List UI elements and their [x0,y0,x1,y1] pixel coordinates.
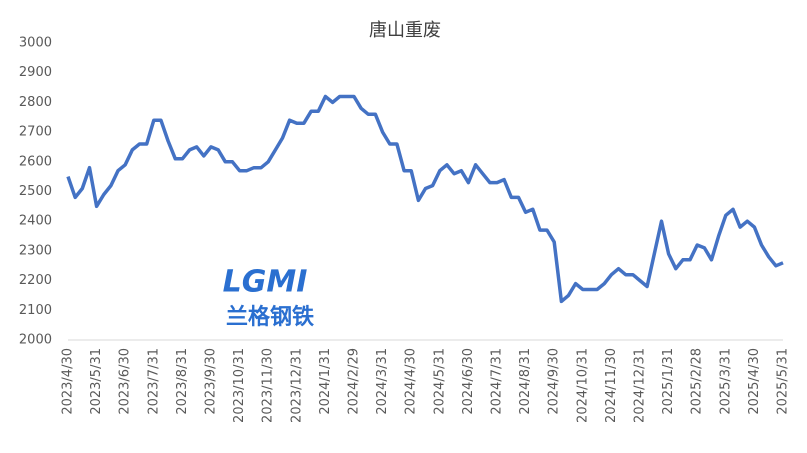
x-tick-label: 2023/7/31 [146,348,161,415]
x-tick-label: 2024/10/31 [575,348,590,423]
x-tick-label: 2024/6/30 [461,348,476,415]
x-tick-label: 2023/8/31 [175,348,190,415]
chart-title: 唐山重废 [369,20,441,41]
y-tick-label: 2900 [19,65,52,80]
x-tick-label: 2024/2/29 [347,348,362,415]
x-tick-label: 2025/4/30 [747,348,762,415]
watermark-logo: LGMI [223,265,308,300]
y-tick-label: 2500 [19,184,52,199]
y-tick-label: 2700 [19,125,52,140]
x-tick-label: 2023/5/31 [89,348,104,415]
y-tick-label: 2300 [19,243,52,258]
y-tick-label: 2100 [19,303,52,318]
y-tick-label: 2200 [19,273,52,288]
x-tick-label: 2024/1/31 [318,348,333,415]
x-tick-label: 2023/12/31 [289,348,304,423]
x-tick-label: 2025/3/31 [718,348,733,415]
x-tick-label: 2023/10/31 [232,348,247,423]
watermark-text: 兰格钢铁 [226,304,314,330]
x-tick-label: 2024/5/31 [432,348,447,415]
x-tick-label: 2024/4/30 [404,348,419,415]
x-tick-label: 2024/3/31 [375,348,390,415]
x-tick-label: 2023/4/30 [61,348,76,415]
x-tick-label: 2024/8/31 [518,348,533,415]
x-tick-label: 2025/2/28 [690,348,705,415]
x-tick-label: 2023/9/30 [204,348,219,415]
x-tick-label: 2024/7/31 [490,348,505,415]
y-tick-label: 2800 [19,95,52,110]
y-tick-label: 2000 [19,333,52,348]
x-tick-label: 2024/11/30 [604,348,619,423]
y-tick-label: 2600 [19,154,52,169]
x-tick-label: 2025/5/31 [776,348,791,415]
x-tick-label: 2024/9/30 [547,348,562,415]
y-tick-label: 2400 [19,214,52,229]
x-tick-label: 2023/6/30 [118,348,133,415]
line-series [66,94,784,304]
x-tick-label: 2023/11/30 [261,348,276,423]
x-tick-label: 2024/12/31 [633,348,648,423]
x-tick-label: 2025/1/31 [661,348,676,415]
y-tick-label: 3000 [19,36,52,51]
